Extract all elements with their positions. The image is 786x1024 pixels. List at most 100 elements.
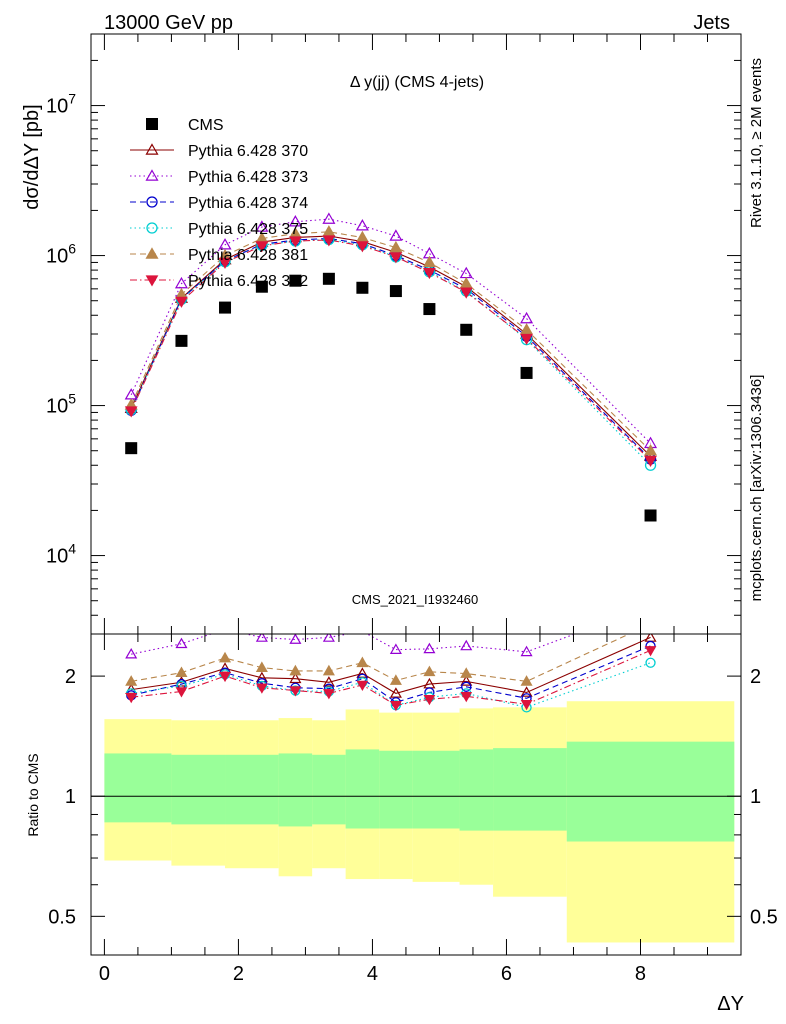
ratio-point-shape: [460, 692, 473, 703]
ratio-point-shape: [289, 672, 302, 684]
legend-marker: [146, 222, 158, 234]
legend-label: Pythia 6.428 382: [188, 273, 308, 290]
pythia-data-point: [289, 236, 302, 248]
ratio-point: [289, 672, 302, 684]
legend-entry: Pythia 6.428 374: [130, 195, 308, 212]
pythia-data-point-shape: [289, 236, 302, 248]
pythia-data-point: [389, 252, 403, 264]
cms-data-point: [175, 334, 188, 347]
cms-data-point-shape: [125, 442, 138, 455]
ratio-point-shape: [218, 651, 232, 663]
pythia-data-point-shape: [520, 333, 533, 346]
pythia-data-point: [322, 235, 336, 247]
ratio-plot: Ratio to CMS ΔY 0.5 0.5 1 1 2 2 0 2 4 6 8: [25, 633, 778, 1015]
ratio-point-shape: [125, 647, 138, 659]
uncertainty-band-green: [171, 754, 226, 825]
ratio-point: [645, 657, 656, 668]
cms-data-point: [289, 274, 302, 287]
ratio-y-tick-label-left: 1: [65, 786, 76, 808]
cms-data-point: [644, 509, 657, 522]
pythia-data-point: [255, 241, 269, 253]
cms-data-point-shape: [644, 509, 657, 522]
pythia-data-point: [520, 311, 534, 324]
ratio-point-shape: [255, 661, 268, 672]
ratio-point: [520, 700, 533, 711]
ratio-point: [255, 661, 268, 672]
legend-label: Pythia 6.428 373: [188, 169, 308, 186]
ratio-point: [125, 675, 138, 686]
legend-entry: CMS: [146, 117, 224, 134]
ratio-point: [389, 674, 402, 685]
ratio-point-shape: [289, 634, 302, 644]
main-y-axis-label: dσ/dΔY [pb]: [21, 104, 43, 209]
pythia-data-point: [218, 257, 232, 269]
ratio-point-shape: [520, 675, 533, 686]
pythia-data-point-shape: [218, 257, 232, 269]
ratio-y-tick-label-left: 2: [65, 666, 76, 688]
x-axis-label: ΔY: [717, 993, 744, 1015]
uncertainty-band-green: [566, 741, 735, 842]
cms-data-point-shape: [389, 285, 402, 298]
x-tick-label: 8: [635, 963, 646, 985]
legend-entry: Pythia 6.428 381: [130, 247, 308, 264]
uncertainty-band-green: [278, 753, 313, 827]
pythia-data-point: [255, 220, 269, 232]
series-line: [130, 237, 651, 460]
series-line: [130, 231, 651, 452]
legend-label: Pythia 6.428 374: [188, 195, 308, 212]
ratio-point-shape: [322, 664, 335, 676]
ratio-point: [423, 665, 436, 677]
ratio-point-shape: [644, 646, 657, 657]
cms-data-point-shape: [322, 272, 335, 285]
ratio-point: [125, 693, 138, 704]
cms-data-point: [520, 366, 533, 379]
pythia-data-point-shape: [389, 252, 403, 264]
legend-marker: [146, 196, 158, 208]
cms-data-point-shape: [460, 323, 473, 336]
pythia-data-point-shape: [356, 241, 369, 253]
ratio-y-axis-label: Ratio to CMS: [25, 753, 41, 836]
legend-label: Pythia 6.428 375: [188, 221, 308, 238]
pythia-data-point-shape: [174, 276, 188, 289]
cms-data-point: [255, 280, 268, 293]
ratio-point-shape: [389, 674, 402, 685]
uncertainty-band-green: [412, 750, 460, 829]
legend-marker: [145, 275, 159, 287]
legend-entry: Pythia 6.428 373: [130, 169, 308, 186]
pythia-data-point: [644, 444, 658, 456]
ratio-point: [644, 646, 657, 657]
watermark: CMS_2021_I1932460: [352, 592, 479, 607]
legend-entry: Pythia 6.428 370: [130, 143, 308, 160]
pythia-data-point-shape: [644, 444, 658, 456]
ratio-point: [423, 694, 436, 706]
ratio-point-shape: [423, 665, 436, 677]
header-left: 13000 GeV pp: [104, 12, 233, 34]
pythia-data-point-shape: [389, 240, 403, 253]
pythia-data-point: [422, 255, 436, 268]
cms-data-point: [389, 285, 402, 298]
ratio-point-shape: [356, 680, 369, 691]
cms-data-point-shape: [289, 274, 302, 287]
series-line: [130, 235, 651, 457]
uncertainty-band-green: [104, 753, 172, 823]
pythia-data-point: [288, 215, 302, 227]
legend-marker-shape: [145, 143, 159, 155]
legend-marker-shape: [145, 169, 159, 181]
ratio-point-shape: [423, 642, 436, 654]
pythia-data-point-shape: [422, 255, 436, 268]
ratio-point-shape: [423, 694, 436, 706]
ratio-point: [175, 666, 188, 678]
ratio-point: [289, 686, 302, 697]
ratio-point: [356, 680, 369, 691]
legend-label: Pythia 6.428 370: [188, 143, 308, 160]
uncertainty-band-green: [225, 754, 279, 825]
legend-marker: [145, 169, 159, 181]
ratio-series-line: [131, 649, 651, 706]
cms-data-point: [356, 281, 369, 294]
ratio-point-shape: [460, 675, 473, 686]
ratio-point: [323, 689, 335, 700]
ratio-point-shape: [461, 681, 472, 692]
main-y-tick-label: 105: [46, 391, 76, 418]
ratio-point-shape: [322, 634, 335, 642]
x-tick-label: 2: [233, 963, 244, 985]
